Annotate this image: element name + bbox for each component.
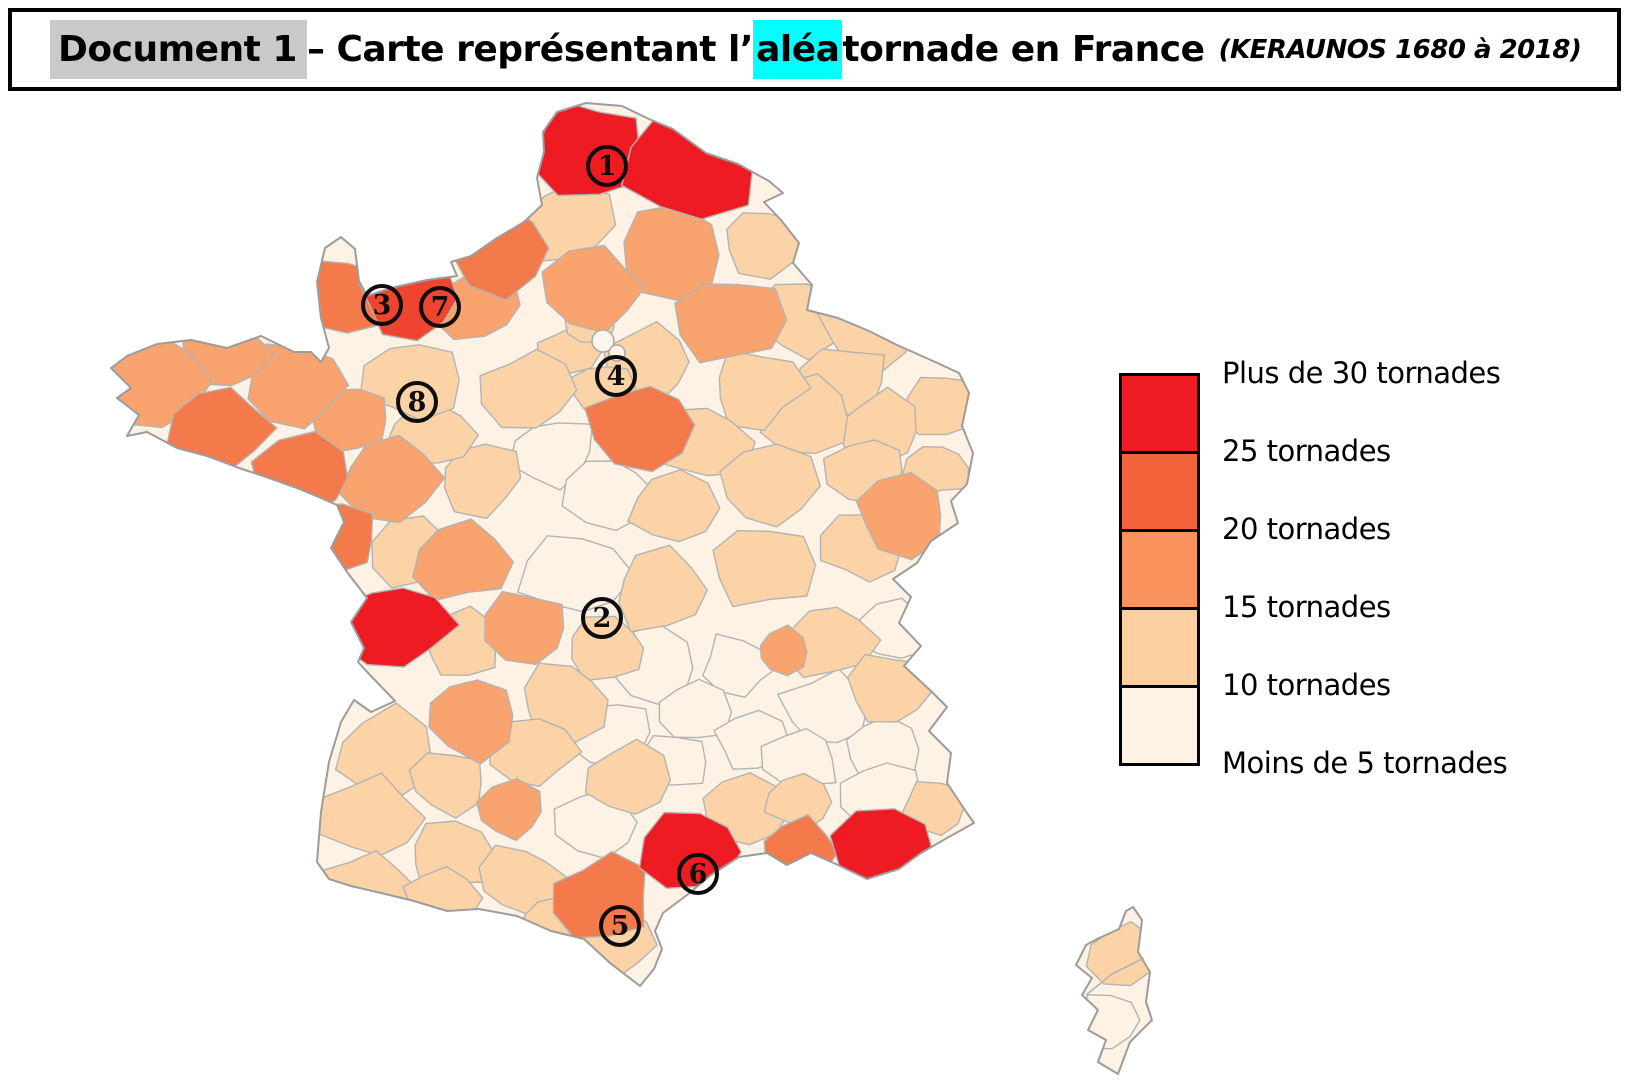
- legend-label-10: 10 tornades: [1222, 668, 1391, 702]
- department-cell: [829, 808, 934, 896]
- map-marker-3: 3: [361, 284, 403, 326]
- department-cell: [541, 244, 646, 334]
- paris-ring: [591, 329, 615, 353]
- department-cell: [712, 529, 817, 608]
- legend-swatch-20: [1119, 529, 1200, 610]
- department-cell: [759, 624, 808, 677]
- department-cell: [719, 443, 821, 528]
- map-marker-7: 7: [419, 286, 461, 328]
- legend-label-plus-30: Plus de 30 tornades: [1222, 356, 1501, 390]
- department-cell: [484, 590, 565, 666]
- department-cell: [476, 778, 542, 842]
- legend-swatch-10: [1119, 685, 1200, 766]
- title-source: (KERAUNOS 1680 à 2018): [1218, 34, 1582, 65]
- legend-swatch-25: [1119, 451, 1200, 532]
- legend-swatch-15: [1119, 607, 1200, 688]
- department-cell: [408, 752, 482, 819]
- department-cell: [674, 283, 788, 364]
- doc-number-label: Document 1: [50, 20, 307, 79]
- department-cell: [618, 544, 708, 633]
- department-cell: [702, 633, 782, 698]
- department-cell: [584, 738, 671, 815]
- map-marker-2: 2: [581, 597, 623, 639]
- department-cell: [718, 349, 812, 432]
- title-text-end: tornade en France: [842, 29, 1205, 70]
- map-marker-4: 4: [595, 355, 637, 397]
- department-cell: [412, 518, 514, 602]
- department-cell: [166, 386, 278, 471]
- department-cell: [584, 385, 696, 473]
- corsica-border: [1085, 957, 1145, 996]
- department-cell: [479, 348, 578, 429]
- legend-swatch-plus-30: [1119, 373, 1200, 454]
- department-cell: [292, 503, 374, 572]
- legend-label-less-5: Moins de 5 tornades: [1222, 746, 1508, 780]
- department-cell: [428, 679, 514, 765]
- legend-label-25: 25 tornades: [1222, 434, 1391, 468]
- map-marker-8: 8: [396, 381, 438, 423]
- department-cell: [1085, 921, 1152, 987]
- map-marker-6: 6: [677, 853, 719, 895]
- title-highlight-alea: aléa: [753, 20, 843, 79]
- department-cell: [658, 678, 733, 739]
- legend-label-15: 15 tornades: [1222, 590, 1391, 624]
- legend-label-20: 20 tornades: [1222, 512, 1391, 546]
- map-legend: Plus de 30 tornades 25 tornades 20 torna…: [1119, 356, 1539, 813]
- document-title-bar: Document 1 – Carte représentant l’ aléa t…: [8, 8, 1621, 91]
- department-cell: [335, 702, 432, 801]
- corsica-coastline: [1075, 906, 1153, 1075]
- france-coastline: [110, 102, 975, 987]
- title-text: – Carte représentant l’: [306, 29, 754, 70]
- map-marker-1: 1: [586, 145, 628, 187]
- map-marker-5: 5: [599, 905, 641, 947]
- department-cell: [627, 469, 721, 543]
